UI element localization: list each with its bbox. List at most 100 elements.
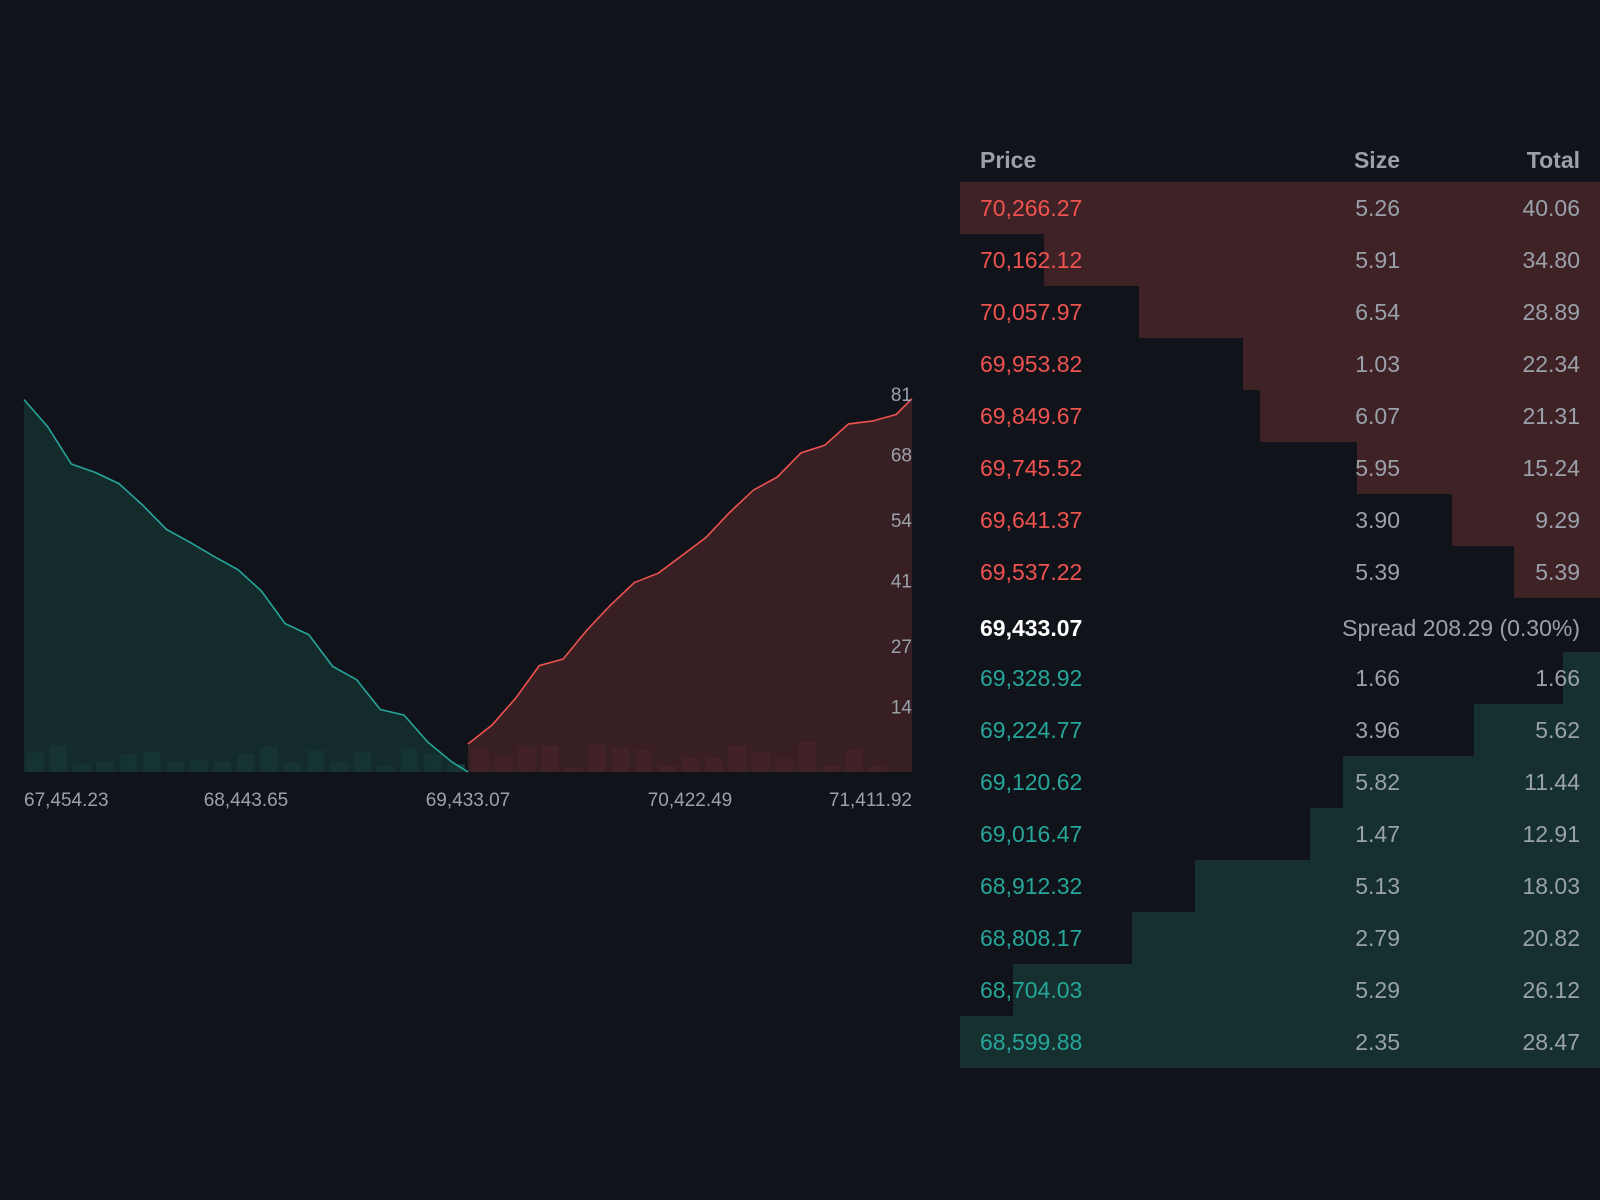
bid-depth-bar [1194, 860, 1600, 912]
x-tick-label: 68,443.65 [204, 790, 289, 811]
ask-row[interactable]: 70,162.12 5.91 34.80 [960, 234, 1600, 286]
bid-total: 12.91 [1522, 821, 1580, 847]
bid-total: 26.12 [1522, 977, 1580, 1003]
ask-price: 69,537.22 [980, 559, 1083, 585]
ask-price: 69,745.52 [980, 455, 1083, 481]
ask-price: 69,953.82 [980, 351, 1083, 377]
ask-price: 70,057.97 [980, 299, 1083, 325]
ask-depth-bar [1513, 546, 1600, 598]
mid-price: 69,433.07 [980, 615, 1083, 641]
header-price: Price [980, 147, 1037, 173]
bid-price: 68,808.17 [980, 925, 1083, 951]
bid-total: 11.44 [1524, 769, 1580, 795]
ask-price: 70,162.12 [980, 247, 1083, 273]
ask-row[interactable]: 69,953.82 1.03 22.34 [960, 338, 1600, 390]
ask-row[interactable]: 69,641.37 3.90 9.29 [960, 494, 1600, 546]
order-book: Price Size Total 70,266.27 5.26 40.06 70,16… [960, 132, 1600, 1068]
bid-depth-bar [1562, 652, 1600, 704]
bid-rows: 69,328.92 1.66 1.66 69,224.77 3.96 5.62 69,120… [960, 652, 1600, 1068]
bid-row[interactable]: 68,808.17 2.79 20.82 [960, 912, 1600, 964]
ask-rows: 70,266.27 5.26 40.06 70,162.12 5.91 34.80 70,0… [960, 182, 1600, 598]
ask-price: 69,641.37 [980, 507, 1083, 533]
ask-depth-bar [1259, 390, 1600, 442]
bid-size: 2.79 [1355, 925, 1400, 951]
bid-row[interactable]: 69,016.47 1.47 12.91 [960, 808, 1600, 860]
bid-row[interactable]: 68,912.32 5.13 18.03 [960, 860, 1600, 912]
bid-depth-bar [960, 1016, 1600, 1068]
ask-row[interactable]: 70,057.97 6.54 28.89 [960, 286, 1600, 338]
ask-depth-bar [1356, 442, 1600, 494]
ask-size: 5.39 [1355, 559, 1400, 585]
ask-depth-line [467, 398, 913, 745]
bid-size: 1.66 [1355, 665, 1400, 691]
ask-total: 5.39 [1535, 559, 1580, 585]
depth-areas [23, 398, 913, 773]
ask-price: 69,849.67 [980, 403, 1083, 429]
y-tick-label: 27 [891, 637, 912, 658]
bid-price: 68,599.88 [980, 1029, 1083, 1055]
y-tick-label: 41 [891, 572, 912, 593]
bid-total: 20.82 [1522, 925, 1580, 951]
mid-price-row: 69,433.07 Spread 208.29 (0.30%) [960, 598, 1600, 652]
ask-depth-bar [1451, 494, 1600, 546]
bid-size: 2.35 [1355, 1029, 1400, 1055]
bid-price: 69,016.47 [980, 821, 1083, 847]
y-axis-ticks: 14 27 41 54 68 81 [891, 385, 913, 719]
bid-row[interactable]: 69,224.77 3.96 5.62 [960, 704, 1600, 756]
bid-size: 5.29 [1355, 977, 1400, 1003]
bid-total: 5.62 [1535, 717, 1580, 743]
bid-total: 28.47 [1522, 1029, 1580, 1055]
spread-label: Spread 208.29 (0.30%) [1342, 615, 1580, 641]
x-tick-label: 67,454.23 [24, 790, 109, 811]
ask-size: 3.90 [1355, 507, 1400, 533]
ask-row[interactable]: 70,266.27 5.26 40.06 [960, 182, 1600, 234]
bid-total: 1.66 [1535, 665, 1580, 691]
y-tick-label: 14 [891, 698, 913, 719]
bid-row[interactable]: 69,120.62 5.82 11.44 [960, 756, 1600, 808]
bid-size: 3.96 [1355, 717, 1400, 743]
bid-depth-bar [1013, 964, 1600, 1016]
ask-size: 6.54 [1355, 299, 1400, 325]
bid-row[interactable]: 68,704.03 5.29 26.12 [960, 964, 1600, 1016]
ask-total: 22.34 [1522, 351, 1580, 377]
ask-row[interactable]: 69,745.52 5.95 15.24 [960, 442, 1600, 494]
ask-total: 15.24 [1522, 455, 1580, 481]
bid-depth-bar [1473, 704, 1600, 756]
ask-price: 70,266.27 [980, 195, 1083, 221]
x-tick-label: 70,422.49 [648, 790, 733, 811]
y-tick-label: 81 [891, 385, 912, 406]
bid-total: 18.03 [1522, 873, 1580, 899]
ask-size: 5.95 [1355, 455, 1400, 481]
x-axis-ticks: 67,454.23 68,443.65 69,433.07 70,422.49 71,4… [24, 790, 912, 811]
bid-size: 5.82 [1355, 769, 1400, 795]
ask-size: 5.91 [1355, 247, 1400, 273]
bid-depth-bar [1342, 756, 1600, 808]
ask-total: 28.89 [1522, 299, 1580, 325]
bid-row[interactable]: 69,328.92 1.66 1.66 [960, 652, 1600, 704]
header-size: Size [1353, 147, 1400, 173]
ask-depth-bar [1043, 234, 1600, 286]
ask-row[interactable]: 69,849.67 6.07 21.31 [960, 390, 1600, 442]
ask-size: 6.07 [1355, 403, 1400, 429]
header-total: Total [1526, 147, 1580, 173]
bid-row[interactable]: 68,599.88 2.35 28.47 [960, 1016, 1600, 1068]
bid-depth-line [23, 399, 469, 773]
bid-price: 68,704.03 [980, 977, 1083, 1003]
ask-total: 40.06 [1522, 195, 1580, 221]
ask-size: 1.03 [1355, 351, 1400, 377]
ask-row[interactable]: 69,537.22 5.39 5.39 [960, 546, 1600, 598]
ask-total: 9.29 [1535, 507, 1580, 533]
x-tick-label: 71,411.92 [829, 790, 912, 811]
y-tick-label: 54 [891, 511, 913, 532]
ask-total: 21.31 [1522, 403, 1580, 429]
order-book-header: Price Size Total [960, 132, 1600, 182]
ask-depth-bar [1138, 286, 1600, 338]
bid-depth-bar [1132, 912, 1600, 964]
ask-depth-bar [1242, 338, 1600, 390]
y-tick-label: 68 [891, 446, 912, 467]
depth-chart: 14 27 41 54 68 81 67,454.23 68,443.65 69,433.07… [23, 385, 913, 811]
ask-total: 34.80 [1522, 247, 1580, 273]
bid-depth-bar [1310, 808, 1600, 860]
x-tick-label: 69,433.07 [426, 790, 511, 811]
